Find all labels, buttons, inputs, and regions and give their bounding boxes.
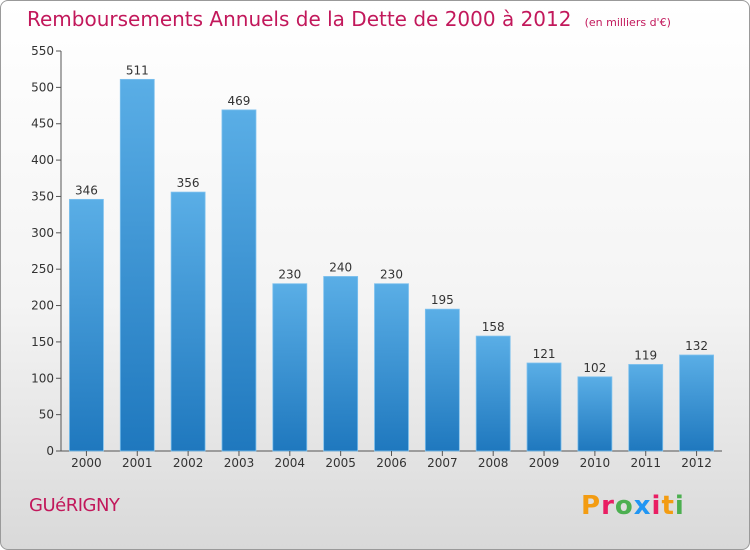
bar [475, 335, 511, 452]
logo-letter: r [601, 491, 615, 521]
bar [323, 276, 359, 452]
chart-title-line: Remboursements Annuels de la Dette de 20… [27, 7, 671, 31]
data-label: 121 [533, 347, 556, 361]
x-tick-label: 2003 [224, 456, 255, 470]
y-tick-label: 150 [31, 335, 54, 349]
data-label: 356 [177, 176, 200, 190]
y-tick-label: 550 [31, 44, 54, 58]
bar [628, 364, 664, 452]
data-label: 469 [228, 94, 251, 108]
x-tick-label: 2010 [580, 456, 611, 470]
bar [221, 109, 257, 452]
y-tick-label: 250 [31, 262, 54, 276]
bar [272, 283, 308, 452]
data-label: 195 [431, 293, 454, 307]
chart-title: Remboursements Annuels de la Dette de 20… [27, 7, 572, 31]
x-tick-label: 2000 [71, 456, 102, 470]
logo-letter: i [674, 491, 685, 521]
x-tick-label: 2012 [681, 456, 712, 470]
bar [526, 362, 562, 452]
bar [679, 354, 714, 452]
data-label: 240 [329, 260, 352, 274]
x-tick-label: 2009 [529, 456, 560, 470]
x-tick-label: 2002 [173, 456, 204, 470]
y-tick-label: 500 [31, 80, 54, 94]
data-label: 132 [685, 339, 708, 353]
x-tick-label: 2001 [122, 456, 153, 470]
logo-letter: x [633, 491, 652, 521]
x-tick-label: 2006 [376, 456, 407, 470]
proxiti-logo: Proxiti [581, 491, 685, 521]
bar [119, 78, 155, 452]
x-tick-label: 2011 [630, 456, 661, 470]
bar [69, 198, 104, 452]
data-label: 158 [482, 320, 505, 334]
y-tick-label: 450 [31, 117, 54, 131]
chart-unit: (en milliers d'€) [584, 16, 671, 29]
data-label: 346 [75, 183, 98, 197]
data-label: 230 [380, 268, 403, 282]
data-label: 119 [634, 348, 657, 362]
y-tick-label: 200 [31, 299, 54, 313]
bar [424, 308, 460, 452]
y-tick-label: 100 [31, 371, 54, 385]
commune-name: GUéRIGNY [29, 495, 120, 516]
y-tick-label: 50 [39, 408, 54, 422]
y-tick-label: 350 [31, 189, 54, 203]
logo-letter: P [581, 491, 602, 521]
data-label: 230 [278, 268, 301, 282]
logo-letter: i [651, 491, 662, 521]
x-tick-label: 2007 [427, 456, 458, 470]
logo-letter: t [661, 491, 675, 521]
data-label: 102 [583, 361, 606, 375]
y-tick-label: 300 [31, 226, 54, 240]
x-tick-label: 2005 [325, 456, 356, 470]
data-label: 511 [126, 63, 149, 77]
bar [374, 283, 409, 452]
y-tick-label: 400 [31, 153, 54, 167]
bar [170, 191, 206, 452]
y-tick-label: 0 [46, 444, 54, 458]
logo-letter: o [614, 491, 634, 521]
bar [577, 376, 613, 452]
x-tick-label: 2008 [478, 456, 509, 470]
x-tick-label: 2004 [275, 456, 306, 470]
